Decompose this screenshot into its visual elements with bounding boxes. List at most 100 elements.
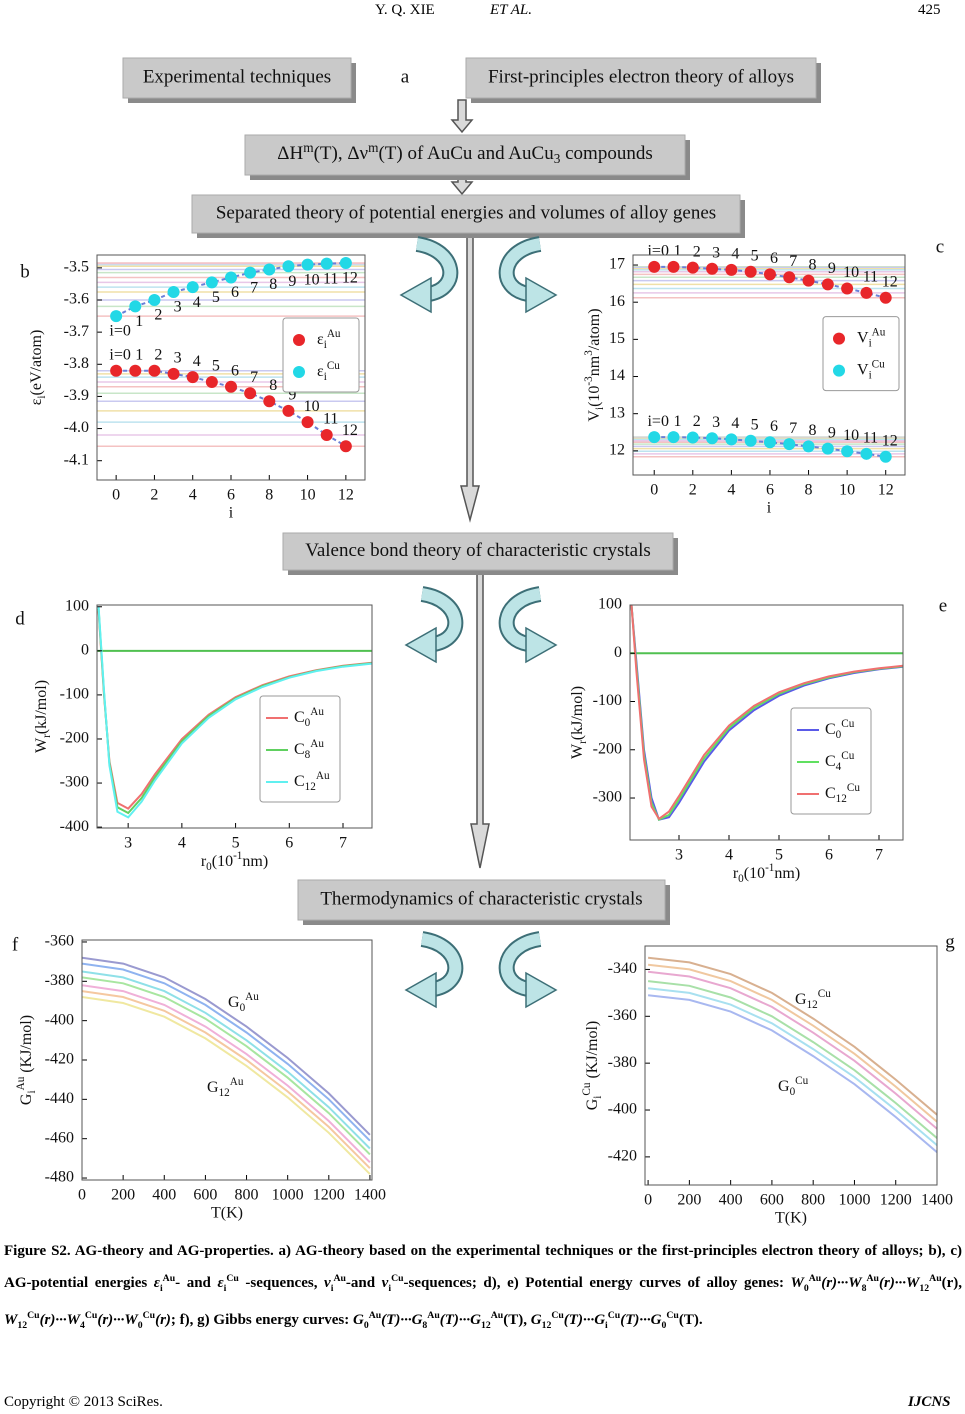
point [686,431,699,444]
x-tick-label: 4 [727,482,735,499]
text-run: Cu [327,360,340,372]
x-tick-label: 7 [875,847,883,864]
arrow-body [500,588,542,650]
panel-label: f [12,934,19,955]
text-run: C [294,773,305,790]
text-run: Au [15,1076,27,1090]
caption: Figure S2. AG-theory and AG-properties. … [4,1238,962,1339]
arrow-body [420,933,462,995]
y-tick-label: 17 [609,256,625,273]
point-label: 9 [828,424,836,441]
text-run: 0 [790,1086,796,1098]
point-label: 6 [770,418,778,435]
plot [97,606,372,819]
point-label: 5 [212,358,220,375]
x-tick-label: 8 [805,482,813,499]
point-label: 8 [269,377,277,394]
text-run: 0 [836,729,842,741]
plot [82,956,371,1175]
text-run: Au [327,328,341,340]
text-run: (T), [503,1312,531,1328]
text-run: (T)···G [381,1312,423,1328]
x-tick-label: 4 [725,847,733,864]
point [744,434,757,447]
point [129,300,142,313]
text-run: (r)···W [878,1275,920,1291]
legend-marker [293,366,305,378]
y-tick-label: -100 [60,686,89,703]
plot-frame [644,945,938,1186]
text-run: (r)···W [39,1312,80,1328]
point [339,257,352,270]
text-run: V [857,329,869,346]
text-run: (T). [678,1312,703,1328]
text-run: ; f), g) Gibbs energy curves: [170,1312,353,1328]
point [860,447,873,460]
text-run: i [594,407,606,410]
text-run: -3 [583,376,595,386]
y-tick-label: -400 [60,818,89,835]
point [301,416,314,429]
point [783,438,796,451]
x-tick-label: 600 [760,1192,784,1209]
box-label: Experimental techniques [143,66,331,87]
x-axis-label: r0(10-1nm) [733,862,800,885]
text-run: m [368,140,379,155]
point-label: 3 [712,414,720,431]
flow-arrows [450,99,490,869]
point [841,282,854,295]
y-tick-label: -360 [45,933,74,950]
x-tick-label: 400 [152,1187,176,1204]
text-run: C [294,709,305,726]
arrow-head [525,626,558,664]
arrow-body [500,238,542,300]
legend-label: C12Cu [825,782,860,805]
arrow-body [415,238,457,300]
text-run: Cu [872,358,885,370]
text-run: (eV/atom) [28,330,45,396]
point-label: 8 [809,256,817,273]
point-label: i=0 [109,346,130,363]
text-run: Cu [666,1310,679,1321]
x-tick-label: 1000 [272,1187,304,1204]
y-tick-label: 0 [81,642,89,659]
y-tick-label: -3.8 [64,355,89,372]
text-run: i [869,337,872,349]
text-run: 8 [305,749,311,761]
point-label: 9 [288,387,296,404]
y-tick-label: -3.7 [64,323,89,340]
x-tick-label: 1000 [838,1192,870,1209]
text-run: Au [866,1273,879,1284]
text-run: (T)···G [563,1312,606,1328]
text-run: i [159,1283,163,1294]
point [129,364,142,377]
y-axis-label: GiAu (KJ/mol) [15,1015,38,1105]
plot [630,605,903,822]
point-label: 4 [731,415,739,432]
y-tick-label: 0 [614,644,622,661]
text-run: Cu [847,782,860,794]
point-label: 4 [731,246,739,263]
text-run: Au [808,1273,822,1284]
point [821,278,834,291]
y-tick-label: -300 [60,774,89,791]
text-run: 0 [206,861,212,873]
point [860,286,873,299]
point [879,450,892,463]
point [244,266,257,279]
text-run: Cu [142,1310,156,1321]
text-run: Au [230,1076,244,1088]
curved-arrow [399,236,459,314]
legend-box [822,316,900,392]
text-run: Cu [795,1075,808,1087]
x-tick-label: 10 [839,482,855,499]
text-run: 12 [305,781,316,793]
x-tick-label: 6 [825,847,833,864]
arrow [450,99,474,134]
annotation: G0Cu [778,1075,809,1098]
legend-box [259,695,341,803]
y-axis-label: GiCu (KJ/mol) [581,1021,604,1111]
text-run: Cu [551,1310,564,1321]
curve [82,984,371,1164]
